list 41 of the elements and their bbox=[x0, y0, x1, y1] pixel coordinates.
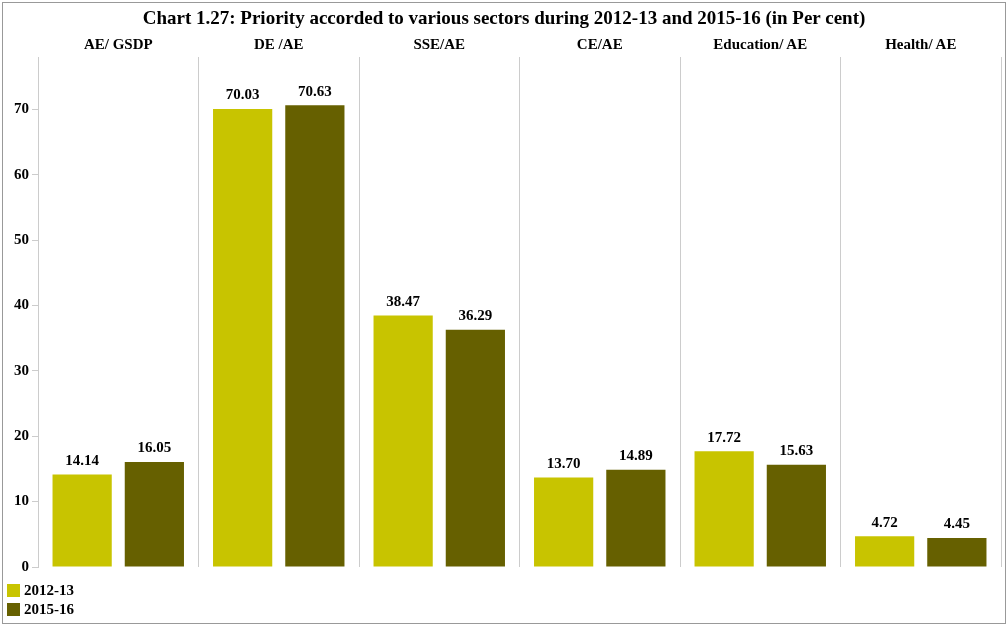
bar bbox=[285, 105, 345, 567]
x-tick-label: Education/ AE bbox=[713, 35, 808, 52]
text: 70.63 bbox=[297, 82, 332, 99]
bar bbox=[124, 462, 184, 567]
bar bbox=[927, 537, 987, 567]
text: 16.05 bbox=[137, 439, 172, 456]
bar bbox=[373, 315, 433, 567]
text: 15.63 bbox=[779, 442, 814, 459]
x-tick-label: Health/ AE bbox=[885, 35, 957, 52]
text: 70.03 bbox=[225, 86, 260, 103]
y-tick-label: 20 bbox=[14, 427, 29, 444]
text: 14.14 bbox=[65, 451, 100, 468]
text: 14.89 bbox=[618, 447, 653, 464]
y-tick-label: 60 bbox=[14, 165, 29, 182]
text: 4.45 bbox=[943, 515, 970, 532]
y-tick-label: 0 bbox=[21, 557, 29, 574]
bar bbox=[855, 536, 915, 567]
text: 17.72 bbox=[707, 428, 742, 445]
legend-label: 2012-13 bbox=[24, 582, 74, 599]
bar bbox=[694, 451, 754, 567]
chart-title: Chart 1.27: Priority accorded to various sectors during 2012-13 and 2015-16 (in Per cent) bbox=[141, 7, 867, 29]
bar bbox=[766, 464, 826, 567]
x-tick-label: AE/ GSDP bbox=[83, 35, 153, 52]
text: 38.47 bbox=[386, 292, 421, 309]
y-tick-label: 30 bbox=[14, 361, 29, 378]
bar bbox=[52, 474, 112, 567]
legend-label: 2015-16 bbox=[24, 601, 74, 618]
x-tick-label: CE/AE bbox=[576, 35, 623, 52]
x-tick-label: SSE/AE bbox=[413, 35, 466, 52]
text: 36.29 bbox=[458, 307, 493, 324]
bar bbox=[606, 469, 666, 567]
y-tick-label: 10 bbox=[14, 492, 29, 509]
bar bbox=[213, 109, 273, 567]
y-tick-label: 50 bbox=[14, 230, 29, 247]
bar bbox=[534, 477, 594, 567]
bar bbox=[445, 329, 505, 567]
text: 4.72 bbox=[871, 513, 898, 530]
y-tick-label: 40 bbox=[14, 296, 29, 313]
text: 13.70 bbox=[546, 454, 581, 471]
y-tick-label: 70 bbox=[14, 100, 29, 117]
x-tick-label: DE /AE bbox=[253, 35, 304, 52]
